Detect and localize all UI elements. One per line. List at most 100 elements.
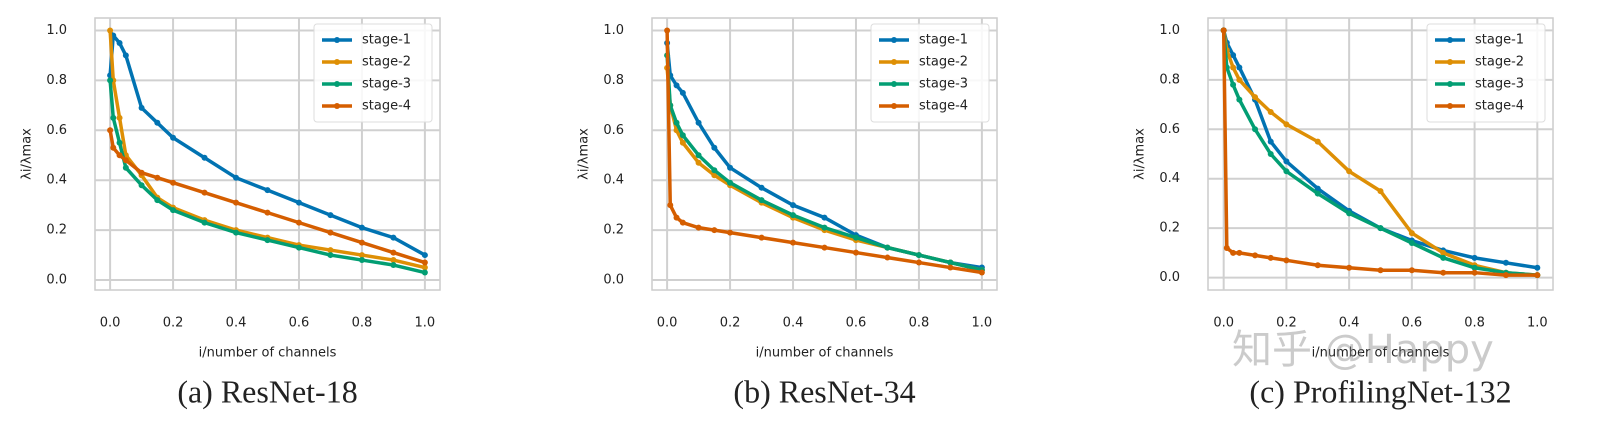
point [947,264,954,271]
legend-label: stage-1 [362,33,411,48]
point [122,164,129,171]
y-axis-label: λi/λmax [20,128,35,180]
x-tick-label: 0.0 [1213,316,1234,331]
point [1346,168,1353,175]
point [711,144,718,151]
point [711,227,718,234]
point [1377,225,1384,232]
y-tick-label: 0.4 [46,173,67,188]
point [711,172,718,179]
point [138,182,145,189]
point [673,214,680,221]
legend-box [1426,23,1546,123]
point [915,259,922,266]
legend-marker [891,59,897,65]
point [695,224,702,231]
point [154,119,161,126]
point [884,244,891,251]
y-tick-label: 0.6 [1159,122,1180,137]
point [884,254,891,261]
point [1236,64,1243,71]
point [358,224,365,231]
y-tick-label: 0.4 [1159,171,1180,186]
point [852,249,859,256]
y-tick-label: 1.0 [1159,23,1180,38]
x-tick-label: 0.2 [1276,316,1297,331]
point [154,197,161,204]
y-tick-label: 0.0 [603,273,624,288]
point [695,159,702,166]
point [673,119,680,126]
x-tick-label: 1.0 [1527,316,1548,331]
x-tick-label: 0.4 [1339,316,1360,331]
point [1267,151,1274,157]
legend-label: stage-4 [362,99,411,114]
point [695,152,702,159]
point [421,269,428,276]
point [1314,190,1321,197]
point [107,127,114,134]
point [1471,264,1478,271]
y-tick-label: 0.6 [46,123,67,138]
point [170,179,177,186]
point [390,257,397,264]
point [264,209,271,216]
series [1220,27,1541,279]
legend-marker [334,59,340,65]
legend-label: stage-4 [919,99,968,114]
point [852,234,859,241]
point [1230,249,1237,256]
series [664,27,985,276]
legend-marker [1447,37,1453,43]
point [1236,96,1243,103]
legend-label: stage-3 [919,77,968,92]
point [138,104,145,111]
y-tick-label: 0.2 [1159,221,1180,236]
point [1267,108,1274,115]
legend-marker [891,81,897,87]
point [264,237,271,244]
legend-label: stage-2 [1475,55,1524,70]
point [821,224,828,231]
point [1230,64,1237,71]
point [170,207,177,214]
y-tick-label: 0.6 [603,123,624,138]
point [1236,249,1243,256]
point [295,244,302,251]
x-tick-label: 0.2 [163,316,184,331]
point [110,114,117,121]
point [1346,210,1353,217]
x-axis-label: i/number of channels [199,346,337,361]
point [1440,254,1447,261]
point [1471,269,1478,276]
point [679,139,686,146]
x-tick-label: 0.0 [657,316,678,331]
point [1314,138,1321,145]
legend-label: stage-2 [919,55,968,70]
legend-label: stage-1 [1475,33,1524,48]
point [1314,185,1321,192]
point [116,114,123,121]
point [727,229,734,236]
point [1471,254,1478,261]
point [821,214,828,221]
point [327,212,334,219]
point [122,157,129,164]
point [358,252,365,259]
y-tick-label: 0.8 [46,73,67,88]
caption: (b) ResNet-34 [733,373,915,409]
point [1502,272,1509,279]
point [233,199,240,206]
point [390,262,397,269]
point [327,229,334,236]
legend-marker [334,81,340,87]
legend-marker [1447,59,1453,65]
point [1283,158,1290,165]
point [758,234,765,241]
point [201,154,208,161]
point [758,197,765,204]
point [1230,52,1237,59]
point [1230,81,1237,88]
x-tick-label: 1.0 [972,316,993,331]
x-tick-label: 0.8 [352,316,373,331]
